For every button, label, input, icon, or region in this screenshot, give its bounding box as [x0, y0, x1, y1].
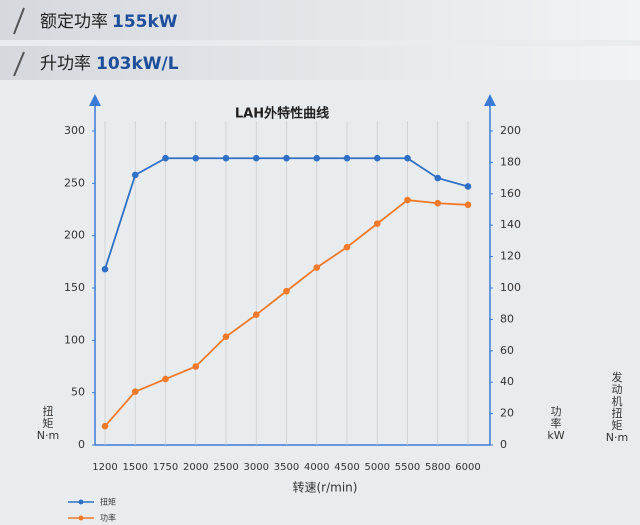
y-tick-label: 300 [64, 124, 85, 137]
axis-label: 扭 [43, 404, 54, 418]
data-point [283, 287, 290, 295]
axis-label: 率 [551, 416, 562, 430]
y2-tick-label: 60 [500, 344, 514, 357]
data-point [373, 154, 381, 162]
x-tick-label: 2000 [183, 462, 208, 473]
axis-label: 扭 [612, 406, 623, 420]
slash [13, 7, 25, 35]
data-point [101, 265, 109, 273]
data-point [252, 154, 260, 162]
y-tick-label: 150 [64, 281, 85, 294]
legend-label: 功率 [100, 513, 116, 523]
y2-tick-label: 140 [500, 218, 521, 231]
legend-label: 扭矩 [100, 497, 116, 507]
x-tick-label: 2500 [213, 462, 238, 473]
x-tick-label: 3000 [244, 462, 269, 473]
x-axis-label: 转速(r/min) [293, 480, 358, 495]
axis-label: kW [547, 429, 564, 442]
data-point [222, 154, 230, 162]
data-point [343, 243, 351, 251]
x-tick-label: 6000 [455, 462, 480, 473]
data-point [434, 199, 442, 207]
x-tick-label: 5000 [365, 462, 390, 473]
legend-dot [78, 515, 84, 521]
data-point [313, 154, 321, 162]
axis-label: N·m [606, 431, 628, 444]
x-tick-label: 1750 [153, 462, 178, 473]
y2-tick-label: 120 [500, 250, 521, 263]
header-value: 103kW/L [96, 54, 179, 74]
header-band [0, 0, 640, 40]
data-point [404, 196, 411, 204]
y2-tick-label: 80 [500, 312, 514, 325]
data-point [464, 183, 472, 190]
x-tick-label: 3500 [274, 462, 299, 473]
slash [13, 51, 25, 77]
header-label: 升功率 [40, 54, 91, 74]
y-tick-label: 200 [64, 229, 85, 242]
data-point [131, 171, 139, 179]
data-point [162, 375, 169, 383]
y-tick-label: 0 [78, 438, 85, 451]
data-point [313, 264, 321, 271]
legend-dot [78, 499, 84, 505]
data-point [434, 174, 442, 182]
axis-label: N·m [37, 429, 59, 442]
data-point [222, 333, 230, 340]
y2-tick-label: 40 [500, 375, 514, 388]
y2-tick-label: 20 [500, 407, 514, 420]
x-tick-label: 4000 [304, 462, 329, 473]
data-point [252, 311, 260, 318]
header-band [0, 46, 640, 80]
data-point [343, 154, 351, 162]
header-value: 155kW [112, 12, 178, 32]
x-tick-label: 1200 [92, 462, 117, 473]
y2-tick-label: 0 [500, 438, 507, 451]
data-point [464, 201, 472, 209]
axis-label: 发 [612, 370, 623, 384]
data-point [101, 422, 109, 430]
x-tick-label: 4500 [334, 462, 359, 473]
data-point [192, 363, 200, 370]
x-tick-label: 5800 [425, 462, 450, 473]
data-point [283, 154, 290, 162]
data-point [192, 154, 200, 162]
x-tick-label: 5500 [395, 462, 420, 473]
y2-tick-label: 100 [500, 281, 521, 294]
data-point [131, 388, 139, 395]
y2-tick-label: 180 [500, 155, 521, 168]
data-point [162, 154, 169, 162]
y-tick-label: 250 [64, 176, 85, 189]
y2-tick-label: 160 [500, 187, 521, 200]
axis-label: 动 [612, 383, 623, 396]
y-tick-label: 50 [71, 386, 85, 399]
x-tick-label: 1500 [123, 462, 148, 473]
data-point [404, 154, 411, 162]
y2-tick-label: 200 [500, 124, 521, 137]
axis-label: 功 [551, 405, 562, 418]
y-tick-label: 100 [64, 333, 85, 346]
axis-label: 矩 [43, 417, 54, 430]
data-point [373, 220, 381, 227]
header-label: 额定功率 [40, 12, 108, 32]
chart-title: LAH外特性曲线 [235, 106, 329, 122]
axis-label: 矩 [612, 419, 623, 432]
axis-label: 机 [612, 394, 623, 408]
